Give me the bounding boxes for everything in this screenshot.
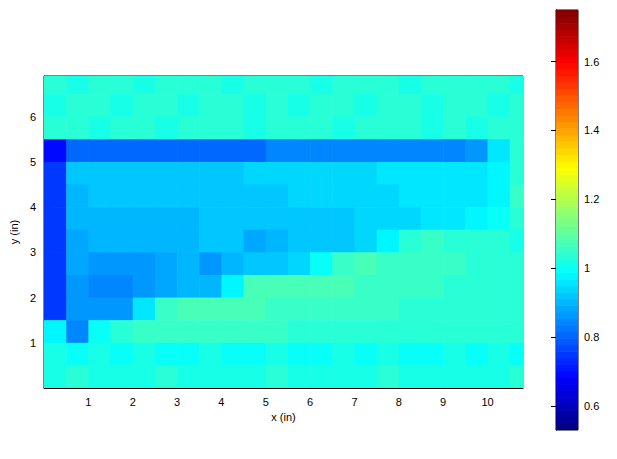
svg-text:5: 5 bbox=[30, 156, 36, 168]
svg-text:1: 1 bbox=[85, 396, 91, 408]
svg-text:0.8: 0.8 bbox=[584, 331, 599, 343]
svg-text:8: 8 bbox=[396, 396, 402, 408]
svg-text:3: 3 bbox=[174, 396, 180, 408]
svg-text:1.2: 1.2 bbox=[584, 193, 599, 205]
svg-text:3: 3 bbox=[30, 246, 36, 258]
svg-text:6: 6 bbox=[307, 396, 313, 408]
svg-text:1: 1 bbox=[584, 262, 590, 274]
svg-text:x (in): x (in) bbox=[271, 411, 295, 423]
svg-text:1: 1 bbox=[30, 337, 36, 349]
svg-text:1.6: 1.6 bbox=[584, 56, 599, 68]
svg-text:5: 5 bbox=[263, 396, 269, 408]
svg-text:0.6: 0.6 bbox=[584, 400, 599, 412]
svg-text:y (in): y (in) bbox=[8, 220, 20, 244]
svg-text:7: 7 bbox=[351, 396, 357, 408]
svg-text:6: 6 bbox=[30, 111, 36, 123]
svg-text:4: 4 bbox=[218, 396, 224, 408]
svg-text:10: 10 bbox=[481, 396, 493, 408]
svg-text:4: 4 bbox=[30, 201, 36, 213]
svg-text:2: 2 bbox=[130, 396, 136, 408]
svg-text:2: 2 bbox=[30, 292, 36, 304]
svg-text:9: 9 bbox=[440, 396, 446, 408]
svg-text:1.4: 1.4 bbox=[584, 124, 599, 136]
